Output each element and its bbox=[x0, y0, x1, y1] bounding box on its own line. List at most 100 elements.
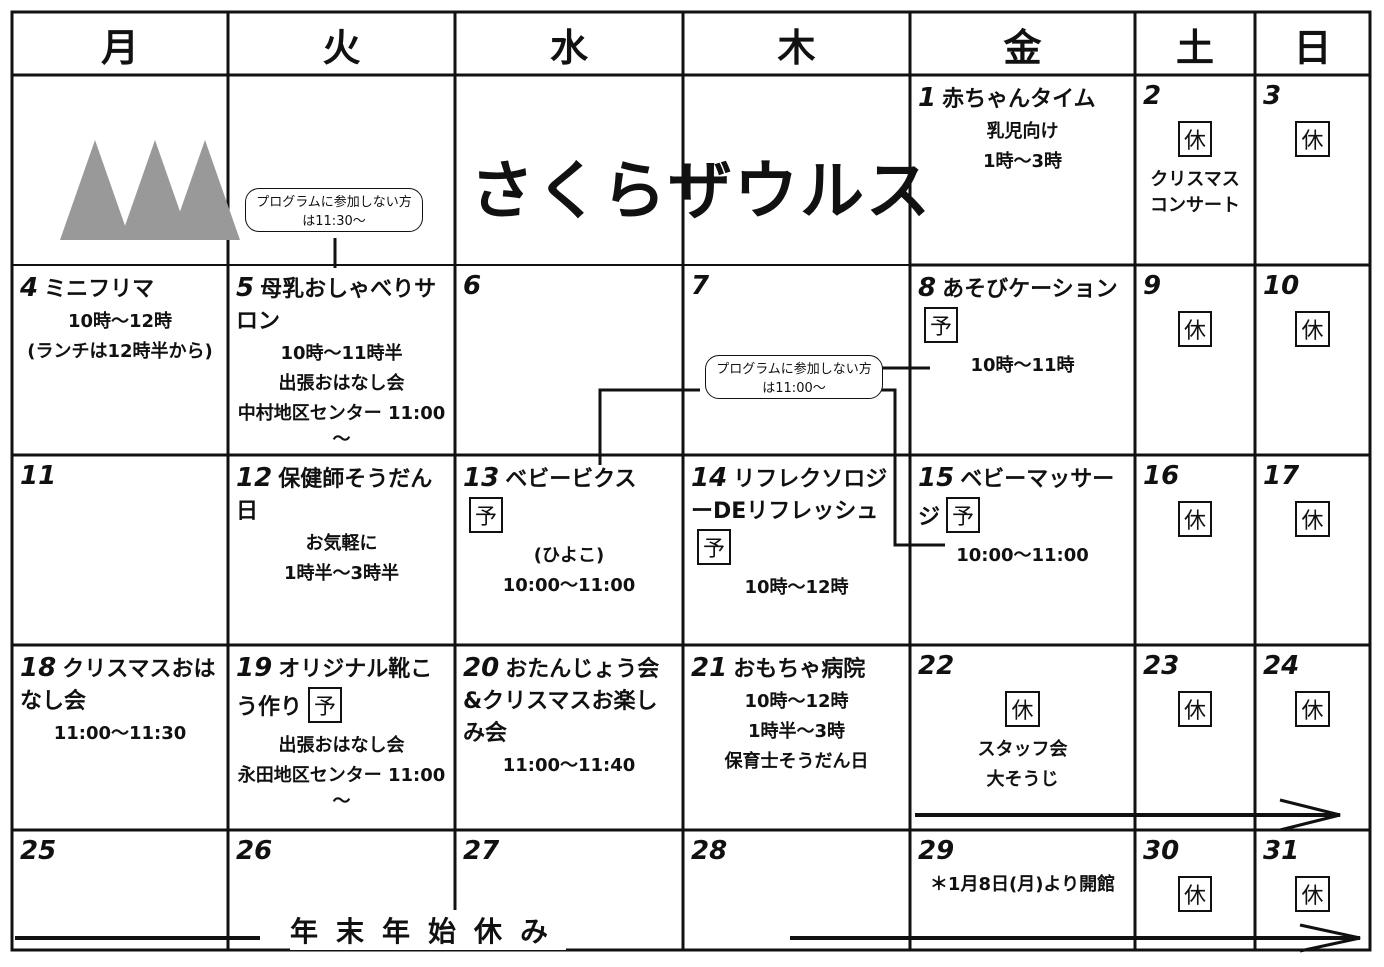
day-cell: 28 bbox=[683, 830, 910, 950]
day-number: 18 bbox=[20, 653, 57, 683]
day-number: 23 bbox=[1143, 651, 1180, 681]
closed-wrap: 休 bbox=[1143, 687, 1247, 731]
event-title: ベビーマッサージ bbox=[918, 467, 1115, 530]
day-cell: 20 おたんじょう会&クリスマスお楽しみ会 11:00～11:40 bbox=[455, 645, 683, 830]
day-number: 4 bbox=[20, 273, 39, 303]
day-cell: 29 ＊1月8日(月)より開館 bbox=[910, 830, 1135, 950]
event-detail: 10時～12時 bbox=[67, 311, 173, 332]
event-title: 赤ちゃんタイム bbox=[942, 87, 1096, 112]
closed-mark: 休 bbox=[1295, 121, 1330, 157]
day-number: 26 bbox=[236, 836, 273, 866]
day-cell: 4 ミニフリマ 10時～12時 (ランチは12時半から) bbox=[12, 265, 228, 455]
event-detail: 出張おはなし会 bbox=[278, 735, 405, 756]
reservation-mark: 予 bbox=[924, 307, 959, 343]
event-detail: 保育士そうだん日 bbox=[724, 751, 869, 772]
event-detail: 1時半～3時 bbox=[747, 721, 846, 742]
weekday-header: 木 bbox=[777, 25, 816, 70]
event-detail: 10:00～11:00 bbox=[502, 575, 636, 596]
weekday-header: 月 bbox=[100, 25, 139, 70]
day-number: 24 bbox=[1263, 651, 1300, 681]
day-cell: 18 クリスマスおはなし会 11:00～11:30 bbox=[12, 645, 228, 830]
day-cell: 10 休 bbox=[1255, 265, 1370, 455]
event-detail: 10時～12時 bbox=[744, 691, 849, 712]
day-cell: 30 休 bbox=[1135, 830, 1255, 950]
day-number: 21 bbox=[691, 653, 728, 683]
event-detail: 11:00～11:40 bbox=[502, 755, 636, 776]
closed-wrap: 休 bbox=[1143, 497, 1247, 541]
closed-wrap: 休 bbox=[1263, 307, 1362, 351]
day-cell: 21 おもちゃ病院 10時～12時 1時半～3時 保育士そうだん日 bbox=[683, 645, 910, 830]
closed-mark: 休 bbox=[1295, 311, 1330, 347]
closed-wrap: 休 bbox=[1143, 117, 1247, 161]
event-detail: 10時～12時 bbox=[744, 577, 849, 598]
day-number: 27 bbox=[463, 836, 500, 866]
weekday-header: 金 bbox=[1003, 25, 1042, 70]
trees-illustration bbox=[60, 140, 240, 240]
day-cell: 31 休 bbox=[1255, 830, 1370, 950]
day-number: 20 bbox=[463, 653, 500, 683]
day-number: 10 bbox=[1263, 271, 1300, 301]
closed-mark: 休 bbox=[1295, 876, 1330, 912]
closed-wrap: 休 bbox=[1263, 497, 1362, 541]
closed-wrap: 休 bbox=[1263, 872, 1362, 916]
day-cell: 17 休 bbox=[1255, 455, 1370, 645]
day-cell: 2 休クリスマスコンサート bbox=[1135, 75, 1255, 265]
day-cell: 23 休 bbox=[1135, 645, 1255, 830]
day-cell: 26 bbox=[228, 830, 455, 950]
holiday-banner: 年末年始休み bbox=[290, 910, 567, 950]
weekday-header: 日 bbox=[1293, 25, 1332, 70]
event-detail: 1時半～3時半 bbox=[283, 563, 400, 584]
event-detail: お気軽に bbox=[305, 533, 378, 554]
day-number: 11 bbox=[20, 461, 57, 491]
event-detail: 10時～11時半 bbox=[280, 343, 403, 364]
day-cell: 12 保健師そうだん日 お気軽に 1時半～3時半 bbox=[228, 455, 455, 645]
event-title: オリジナル靴こう作り bbox=[236, 657, 433, 720]
day-number: 22 bbox=[918, 651, 955, 681]
day-number: 1 bbox=[918, 83, 937, 113]
event-detail: 10:00～11:00 bbox=[956, 545, 1089, 566]
weekday-header: 火 bbox=[322, 25, 361, 70]
event-title: リフレクソロジーDEリフレッシュ bbox=[691, 467, 888, 524]
closed-mark: 休 bbox=[1177, 876, 1212, 912]
day-number: 7 bbox=[691, 271, 710, 301]
day-number: 28 bbox=[691, 836, 728, 866]
day-cell: 8 あそびケーション予 10時～11時 bbox=[910, 265, 1135, 455]
day-cell: 1 赤ちゃんタイム 乳児向け 1時～3時 bbox=[910, 75, 1135, 265]
day-cell: 13 ベビービクス予 (ひよこ) 10:00～11:00 bbox=[455, 455, 683, 645]
day-number: 8 bbox=[918, 273, 937, 303]
closed-wrap: 休 bbox=[1143, 307, 1247, 351]
event-detail: 中村地区センター 11:00～ bbox=[237, 403, 446, 450]
callout: プログラムに参加しない方は11:00～ bbox=[705, 355, 883, 399]
event-title: 母乳おしゃべりサロン bbox=[236, 277, 437, 334]
event-detail: 出張おはなし会 bbox=[278, 373, 405, 394]
event-detail: (ひよこ) bbox=[533, 545, 605, 566]
day-number: 16 bbox=[1143, 461, 1180, 491]
event-detail: 11:00～11:30 bbox=[53, 723, 187, 744]
day-number: 25 bbox=[20, 836, 57, 866]
calendar-title: さくらザウルス bbox=[470, 155, 932, 229]
reservation-mark: 予 bbox=[697, 529, 732, 565]
weekday-header: 土 bbox=[1175, 25, 1214, 70]
day-number: 6 bbox=[463, 271, 482, 301]
day-cell: 27 bbox=[455, 830, 683, 950]
day-number: 9 bbox=[1143, 271, 1162, 301]
callout: プログラムに参加しない方は11:30～ bbox=[245, 188, 423, 232]
event-detail: (ランチは12時半から) bbox=[27, 341, 213, 362]
day-number: 2 bbox=[1143, 81, 1162, 111]
day-cell: 14 リフレクソロジーDEリフレッシュ予 10時～12時 bbox=[683, 455, 910, 645]
day-cell: 6 bbox=[455, 265, 683, 455]
event-detail: 大そうじ bbox=[986, 769, 1059, 790]
reservation-mark: 予 bbox=[946, 497, 981, 533]
day-number: 14 bbox=[691, 463, 728, 493]
closed-wrap: 休 bbox=[1143, 872, 1247, 916]
closed-mark: 休 bbox=[1177, 691, 1212, 727]
day-cell: 22 休スタッフ会 大そうじ bbox=[910, 645, 1135, 830]
day-cell: 25 bbox=[12, 830, 228, 950]
event-detail: 永田地区センター 11:00～ bbox=[237, 765, 446, 812]
day-number: 29 bbox=[918, 836, 955, 866]
event-detail: 10時～11時 bbox=[970, 355, 1075, 376]
closed-mark: 休 bbox=[1177, 121, 1212, 157]
day-number: 3 bbox=[1263, 81, 1282, 111]
